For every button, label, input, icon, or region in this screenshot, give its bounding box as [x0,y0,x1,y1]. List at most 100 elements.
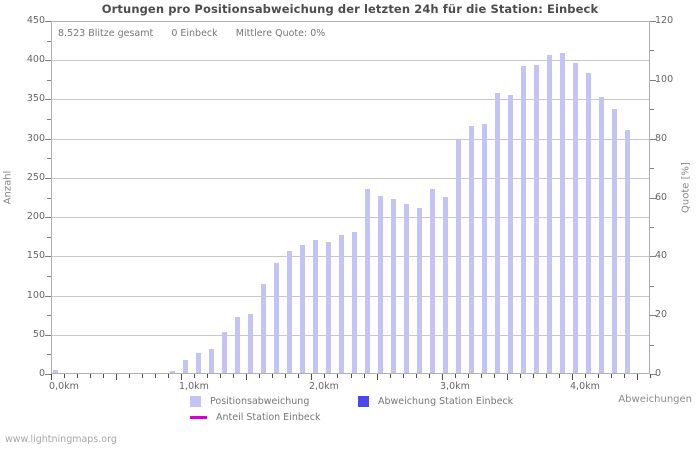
x-tick [442,374,443,380]
bar [456,139,462,373]
y-tick-minor-right [650,286,654,287]
y-tick-label-left: 50 [32,329,45,340]
x-tick [377,374,378,380]
bar [612,108,618,373]
y-tick-major-left [45,21,51,22]
x-tick [207,374,208,378]
x-tick [468,374,469,378]
y-tick-label-left: 250 [26,172,45,183]
bar [52,369,58,373]
legend-item[interactable]: Anteil Station Einbeck [190,412,320,423]
y-tick-major-left [45,374,51,375]
x-tick-label: 3,0km [440,381,470,392]
x-tick [364,374,365,378]
gridline [52,256,649,258]
bar [182,359,188,373]
bar [221,332,227,373]
y-tick-minor-right [650,50,654,51]
bar [260,284,266,373]
bar [169,370,175,373]
x-tick-label: 4,0km [570,381,600,392]
bar [586,72,592,373]
y-tick-label-right: 60 [655,192,668,203]
bar [443,197,449,373]
watermark: www.lightningmaps.org [5,434,117,445]
x-tick [64,374,65,378]
x-tick [272,374,273,378]
y-tick-label-right: 40 [655,250,668,261]
x-tick [455,374,456,378]
x-tick [481,374,482,378]
bar [273,263,279,373]
y-tick-major-right [650,21,656,22]
bar [430,189,436,373]
x-tick [285,374,286,378]
legend-item[interactable]: Abweichung Station Einbeck [358,396,513,407]
x-tick [51,374,52,380]
bar [234,316,240,373]
bar [286,251,292,373]
legend-square-marker [358,396,369,407]
plot-area [51,21,650,374]
legend-item-label: Positionsabweichung [210,396,310,407]
x-tick-label: 2,0km [309,381,339,392]
y-tick-label-left: 100 [26,290,45,301]
bar [338,234,344,373]
y-axis-label-right: Quote [%] [680,162,692,213]
bar [378,195,384,373]
y-tick-label-left: 450 [26,15,45,26]
chart-title: Ortungen pro Positionsabweichung der let… [101,2,599,16]
x-tick [533,374,534,378]
y-tick-major-left [45,99,51,100]
y-tick-minor-left [47,354,51,355]
x-tick [311,374,312,380]
x-tick [142,374,143,378]
y-tick-major-right [650,198,656,199]
x-tick [637,374,638,380]
y-tick-label-left: 350 [26,93,45,104]
gridline [52,21,649,22]
legend-item-label: Abweichung Station Einbeck [378,396,514,407]
x-tick [572,374,573,380]
x-tick [403,374,404,378]
y-tick-minor-right [650,168,654,169]
bar [417,208,423,373]
gridline [52,99,649,101]
gridline [52,334,649,336]
bar [404,204,410,373]
y-tick-minor-left [47,198,51,199]
y-tick-minor-right [650,345,654,346]
x-tick [598,374,599,378]
x-tick [390,374,391,378]
y-tick-major-left [45,296,51,297]
x-tick [246,374,247,380]
y-tick-minor-left [47,119,51,120]
bar [508,94,514,373]
x-tick [233,374,234,378]
x-tick [181,374,182,380]
x-tick [337,374,338,378]
chart-subtitle: 8.523 Blitze gesamt 0 Einbeck Mittlere Q… [58,28,326,39]
gridline [52,217,649,219]
y-tick-minor-left [47,315,51,316]
bar [547,55,553,373]
y-tick-minor-left [47,41,51,42]
y-tick-major-left [45,60,51,61]
y-tick-major-right [650,80,656,81]
gridline [52,60,649,62]
bar [482,123,488,373]
x-tick [168,374,169,378]
legend-item[interactable]: Positionsabweichung [190,396,309,407]
gridline [52,295,649,297]
x-tick [194,374,195,378]
x-tick [324,374,325,378]
x-tick [116,374,117,380]
y-tick-minor-left [47,237,51,238]
y-tick-major-left [45,178,51,179]
bar [560,52,566,373]
x-tick [507,374,508,380]
bar [573,63,579,373]
y-tick-major-left [45,256,51,257]
bar [325,242,331,373]
bar [599,96,605,373]
